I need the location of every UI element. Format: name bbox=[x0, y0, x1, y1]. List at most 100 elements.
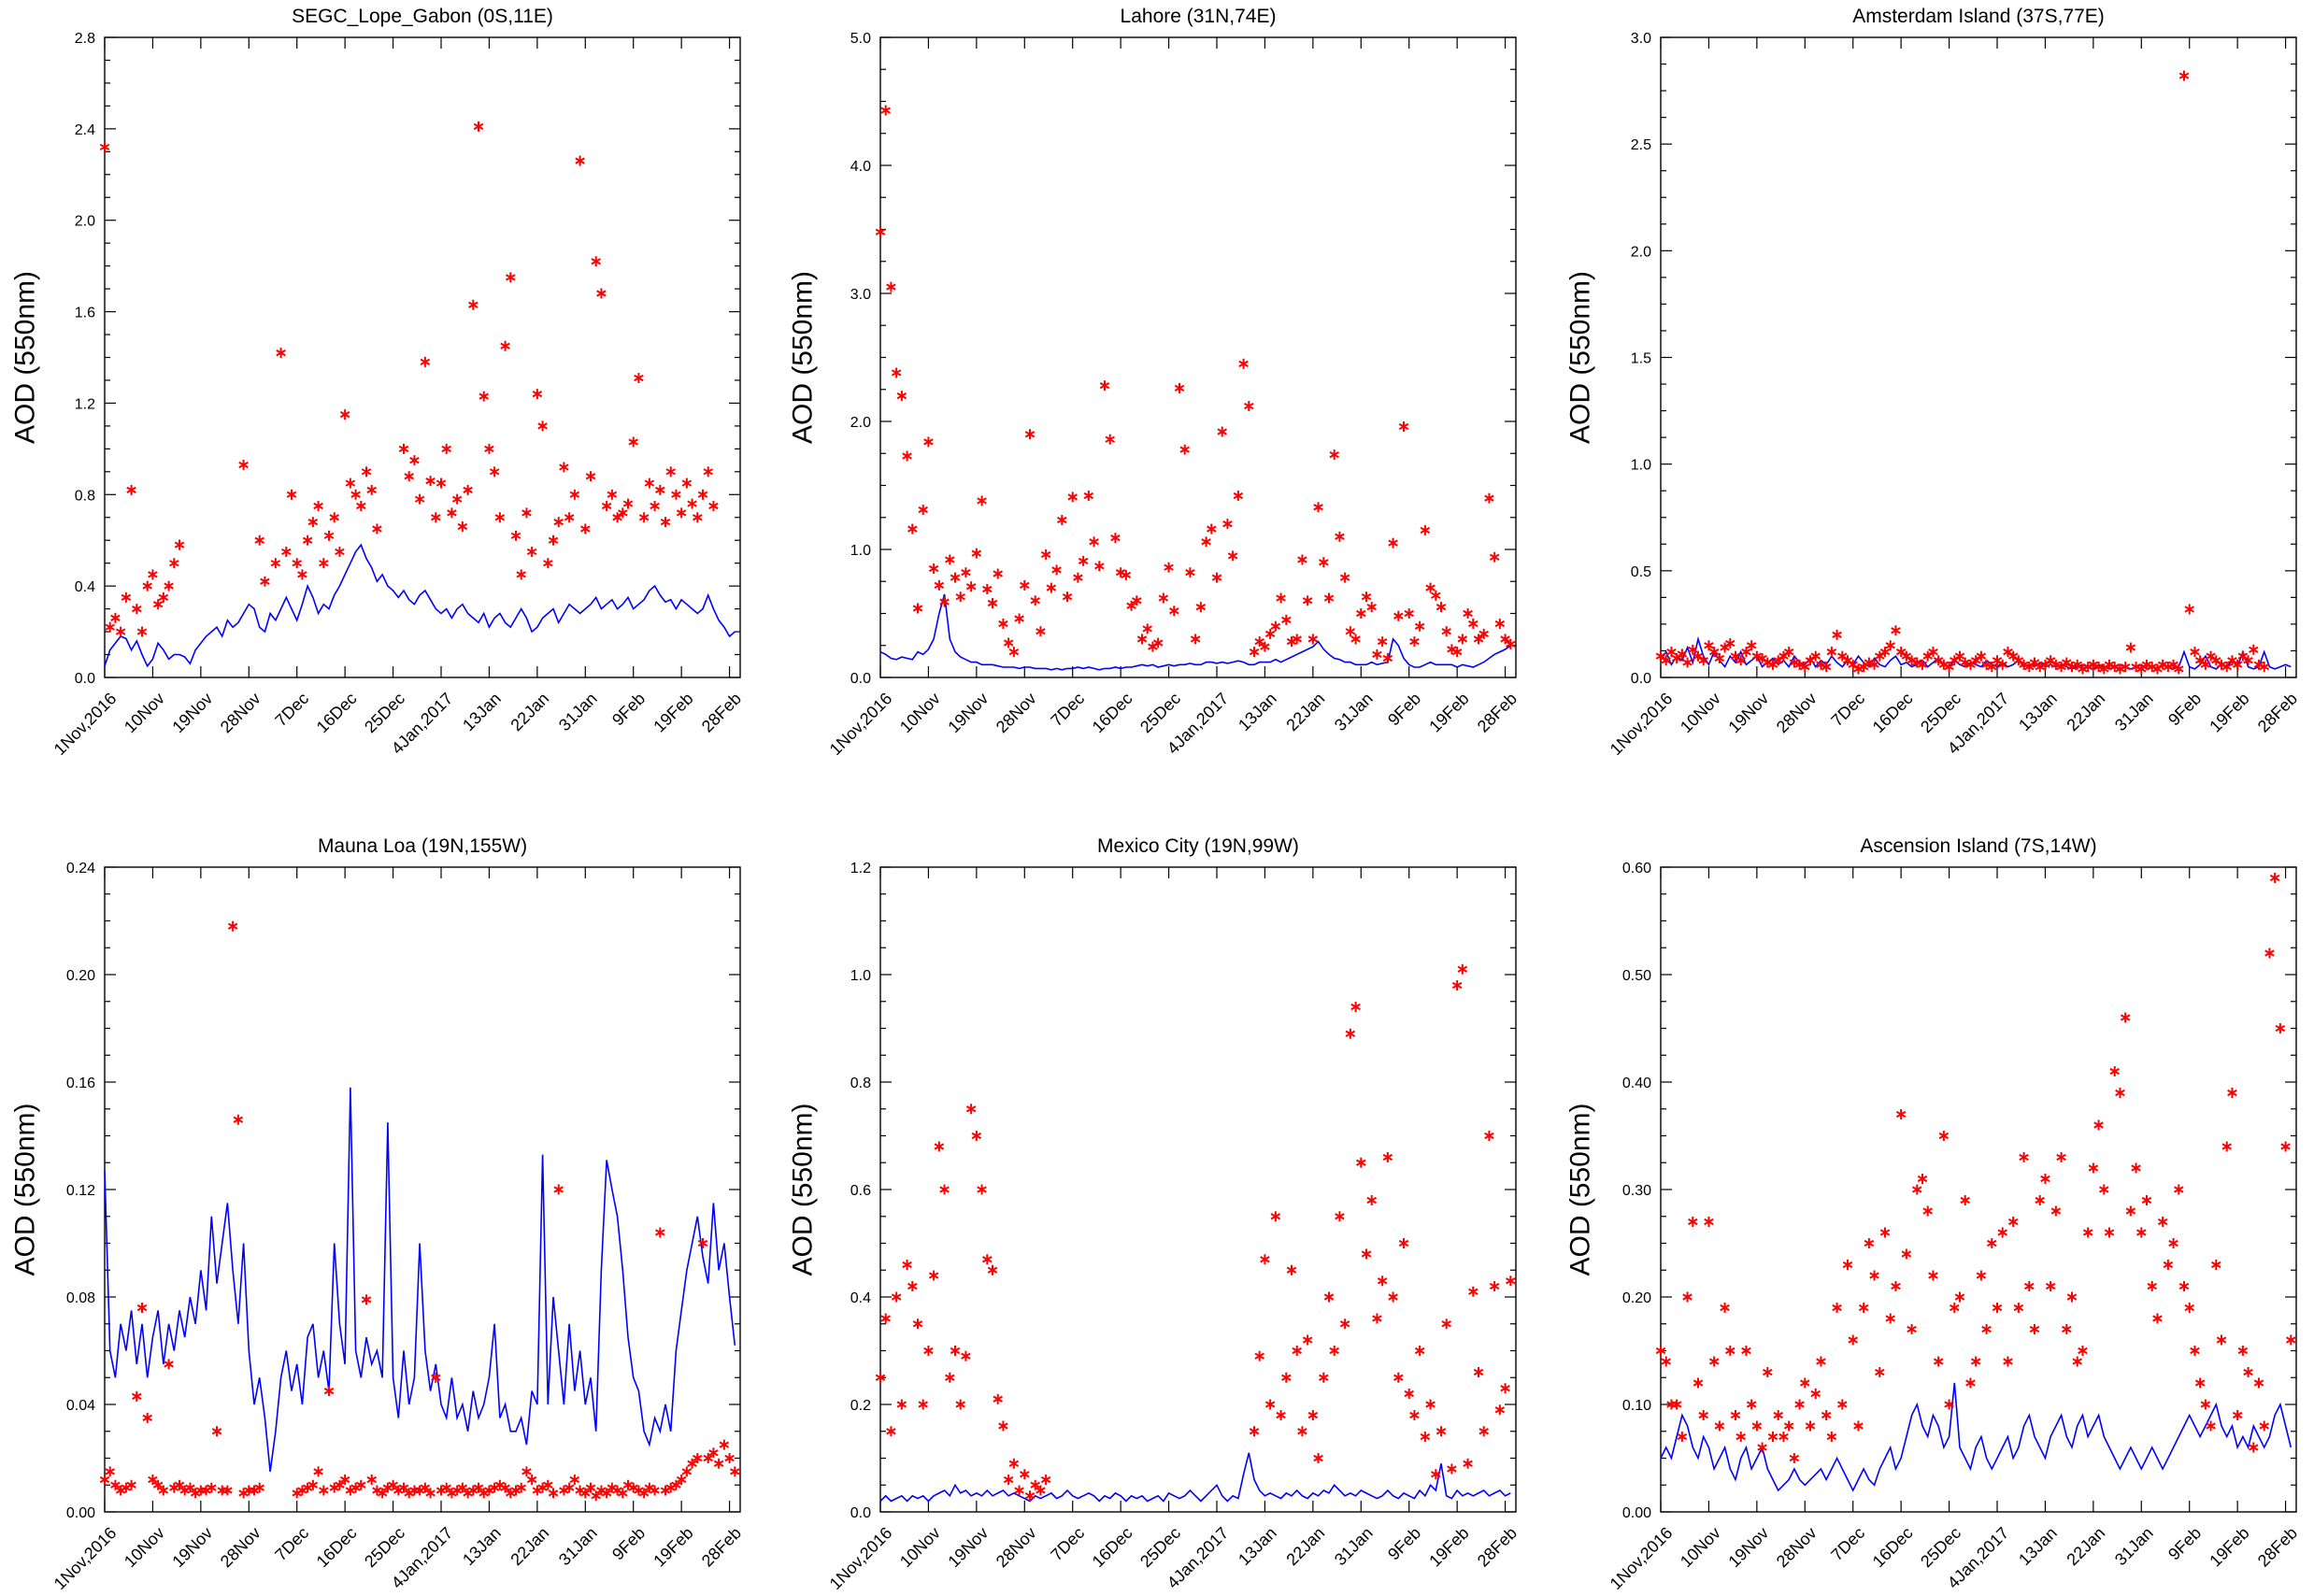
observation-point bbox=[99, 141, 110, 152]
observation-point bbox=[169, 558, 179, 569]
observation-point bbox=[1858, 662, 1869, 673]
observation-point bbox=[1484, 492, 1494, 504]
observation-point bbox=[650, 1485, 660, 1496]
observation-point bbox=[1244, 401, 1254, 412]
observation-point-stroke bbox=[335, 548, 345, 556]
observation-point bbox=[1227, 550, 1238, 562]
observation-point-stroke bbox=[1661, 657, 1671, 664]
observation-point-stroke bbox=[1164, 563, 1174, 571]
observation-point bbox=[1810, 1389, 1821, 1399]
observation-point-stroke bbox=[1500, 635, 1510, 643]
observation-point bbox=[918, 1399, 928, 1410]
observation-point-stroke bbox=[2221, 663, 2232, 671]
observation-point-stroke bbox=[1014, 615, 1024, 622]
observation-point bbox=[1217, 426, 1227, 437]
observation-point bbox=[207, 1482, 217, 1493]
observation-point-stroke bbox=[569, 491, 580, 498]
observation-point bbox=[350, 489, 361, 500]
observation-point-stroke bbox=[1286, 638, 1297, 646]
observation-point bbox=[2253, 1377, 2264, 1389]
panel-6: Ascension Island (7S,14W) AOD (550nm) 0.00… bbox=[1565, 835, 2302, 1593]
observation-point bbox=[148, 569, 158, 580]
observation-point bbox=[1928, 1270, 1938, 1281]
observation-point bbox=[1661, 655, 1671, 666]
observation-point-stroke bbox=[414, 495, 425, 503]
observation-point-stroke bbox=[1372, 1315, 1382, 1322]
observation-point-stroke bbox=[1142, 625, 1152, 633]
observation-point-stroke bbox=[1912, 1186, 1922, 1193]
observation-point-stroke bbox=[697, 1239, 708, 1247]
observation-point bbox=[1008, 647, 1020, 658]
observation-point-stroke bbox=[708, 1449, 719, 1457]
observation-point-stroke bbox=[1441, 628, 1451, 635]
x-tick-label: 28Feb bbox=[698, 1523, 745, 1570]
observation-point bbox=[468, 299, 479, 310]
observation-point bbox=[1201, 536, 1211, 548]
observation-point-stroke bbox=[270, 560, 281, 567]
observation-point-stroke bbox=[676, 509, 687, 517]
observation-point bbox=[2040, 659, 2050, 670]
x-tick-label: 22Jan bbox=[1282, 1523, 1328, 1569]
observation-point bbox=[650, 501, 660, 512]
observation-point-stroke bbox=[1313, 1454, 1323, 1462]
observation-point-stroke bbox=[227, 922, 238, 930]
observation-point bbox=[1270, 620, 1281, 632]
observation-point bbox=[1067, 492, 1078, 503]
observation-point bbox=[339, 1475, 350, 1485]
observation-point bbox=[233, 1114, 244, 1125]
observation-point-stroke bbox=[939, 1186, 950, 1193]
observation-point-stroke bbox=[2131, 1164, 2141, 1172]
observation-point bbox=[880, 105, 891, 116]
y-tick-label: 0.6 bbox=[850, 1183, 871, 1199]
observation-point-stroke bbox=[1350, 1003, 1361, 1011]
observation-point-stroke bbox=[1677, 1432, 1688, 1441]
y-axis-label: AOD (550nm) bbox=[1565, 271, 1596, 444]
observation-point bbox=[1783, 1420, 1794, 1432]
observation-point bbox=[1083, 490, 1094, 501]
observation-point-stroke bbox=[152, 601, 164, 608]
observation-point bbox=[1276, 592, 1286, 604]
observation-point-stroke bbox=[2184, 606, 2194, 613]
observation-point bbox=[307, 517, 319, 528]
x-tick-label: 19Nov bbox=[168, 1523, 216, 1571]
x-tick-label: 28Feb bbox=[2254, 689, 2301, 735]
observation-point bbox=[2050, 1205, 2062, 1217]
x-tick-label: 9Feb bbox=[2164, 689, 2205, 729]
observation-point-stroke bbox=[339, 411, 350, 419]
observation-point bbox=[398, 443, 409, 454]
observation-point bbox=[2003, 1356, 2013, 1367]
observation-point-stroke bbox=[1105, 435, 1115, 443]
observation-point-stroke bbox=[398, 1484, 409, 1491]
observation-point-stroke bbox=[687, 1460, 697, 1467]
plot-frame bbox=[879, 36, 1517, 678]
observation-point bbox=[993, 1393, 1003, 1404]
observation-point-stroke bbox=[569, 1475, 580, 1484]
observation-point bbox=[105, 1466, 115, 1477]
observation-point-stroke bbox=[1414, 622, 1425, 630]
observation-point-stroke bbox=[655, 1229, 665, 1236]
observation-point-stroke bbox=[982, 1256, 993, 1263]
observation-point bbox=[164, 1359, 174, 1370]
observation-point-stroke bbox=[1158, 594, 1169, 602]
x-tick-label: 9Feb bbox=[1384, 689, 1424, 729]
observation-point-stroke bbox=[1447, 1465, 1457, 1473]
observation-point-stroke bbox=[2029, 1325, 2040, 1333]
observation-point bbox=[618, 1488, 628, 1499]
observation-point-stroke bbox=[2259, 1422, 2269, 1430]
observation-point bbox=[1741, 647, 1751, 658]
observation-point-stroke bbox=[875, 1374, 886, 1381]
observation-point-stroke bbox=[1783, 1422, 1794, 1430]
observation-point-stroke bbox=[912, 605, 923, 612]
x-tick-label: 19Nov bbox=[1724, 1523, 1772, 1571]
observation-point-stroke bbox=[548, 536, 559, 544]
observation-point-stroke bbox=[998, 1422, 1008, 1430]
observation-point-stroke bbox=[2206, 1422, 2216, 1430]
x-tick-label: 10Nov bbox=[896, 689, 944, 736]
observation-point-stroke bbox=[148, 1475, 158, 1484]
observation-point-stroke bbox=[2104, 1229, 2115, 1236]
observation-point-stroke bbox=[201, 1487, 211, 1494]
observation-point-stroke bbox=[1725, 1347, 1736, 1355]
observation-markers bbox=[1655, 873, 2296, 1463]
observation-point bbox=[1698, 1410, 1708, 1420]
observation-point bbox=[99, 1475, 110, 1485]
